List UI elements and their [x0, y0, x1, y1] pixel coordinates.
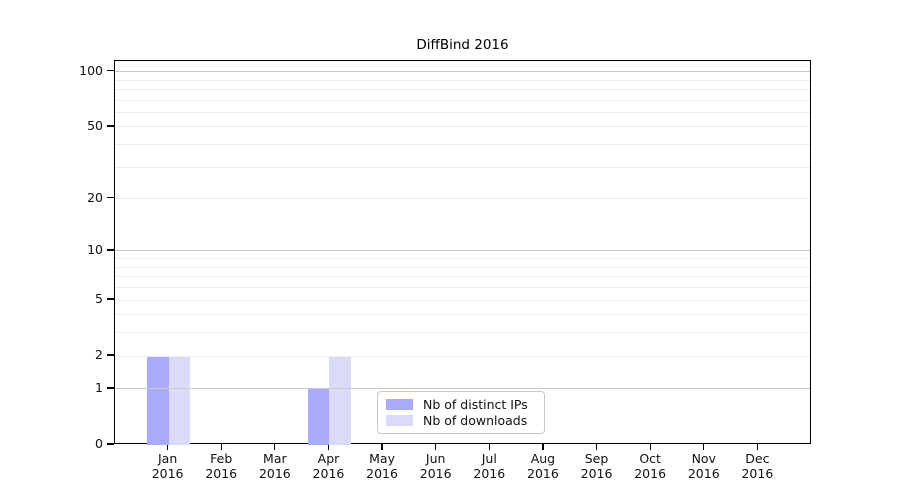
x-tick-label: Sep 2016 — [580, 451, 613, 481]
x-tick — [703, 444, 705, 450]
x-tick-label: Jun 2016 — [419, 451, 452, 481]
bar-jan-s0 — [147, 356, 169, 445]
legend-swatch-distinct-ips — [386, 399, 413, 410]
plot-area — [114, 60, 811, 445]
x-tick — [166, 444, 169, 450]
y-tick-label: 5 — [95, 291, 103, 307]
x-tick — [435, 444, 437, 450]
x-tick-label: Mar 2016 — [258, 451, 291, 481]
x-tick — [488, 444, 490, 450]
legend-swatch-downloads — [386, 415, 413, 426]
legend-label: Nb of downloads — [423, 413, 528, 428]
x-tick — [649, 444, 651, 450]
x-tick — [220, 444, 222, 450]
y-tick-label: 2 — [95, 347, 103, 363]
x-tick-label: Feb 2016 — [205, 451, 238, 481]
gridline-minor — [115, 166, 810, 168]
x-tick-label: Dec 2016 — [741, 451, 774, 481]
legend-label: Nb of distinct IPs — [423, 397, 528, 412]
y-tick — [107, 69, 114, 72]
legend: Nb of distinct IPs Nb of downloads — [377, 391, 545, 434]
gridline-minor — [115, 266, 810, 268]
legend-row: Nb of distinct IPs — [386, 397, 536, 412]
x-tick — [756, 444, 759, 450]
gridline-minor — [115, 314, 810, 316]
bar-apr-s0 — [308, 388, 330, 445]
y-tick-label: 10 — [87, 241, 103, 257]
y-tick-label: 20 — [87, 189, 103, 205]
gridline-minor — [115, 355, 810, 357]
x-tick — [327, 444, 330, 450]
y-tick-label: 0 — [95, 436, 103, 451]
y-tick-label: 50 — [87, 117, 103, 133]
x-tick-label: May 2016 — [366, 451, 398, 481]
y-tick — [107, 249, 114, 251]
x-tick-label: Apr 2016 — [312, 451, 345, 481]
gridline-minor — [115, 79, 810, 81]
grid-layer — [115, 61, 810, 443]
x-tick — [381, 444, 383, 450]
y-tick — [107, 298, 114, 300]
y-tick — [107, 197, 114, 199]
gridline-major — [115, 71, 810, 73]
x-tick-label: Jul 2016 — [473, 451, 506, 481]
x-tick-label: Oct 2016 — [634, 451, 667, 481]
gridline-major — [115, 250, 810, 252]
y-tick — [107, 354, 114, 356]
legend-row: Nb of downloads — [386, 413, 536, 428]
x-tick-label: Nov 2016 — [687, 451, 720, 481]
gridline-minor — [115, 144, 810, 146]
gridline-minor — [115, 99, 810, 101]
gridline-major — [115, 388, 810, 390]
gridline-minor — [115, 126, 810, 128]
y-tick-label: 1 — [95, 379, 103, 395]
x-tick — [595, 444, 598, 450]
chart-title: DiffBind 2016 — [416, 37, 509, 53]
x-tick-label: Jan 2016 — [151, 451, 184, 481]
gridline-minor — [115, 332, 810, 334]
x-tick-label: Aug 2016 — [527, 451, 559, 481]
gridline-minor — [115, 198, 810, 200]
bar-apr-s1 — [329, 356, 351, 445]
bars-layer — [115, 61, 810, 445]
x-tick — [274, 444, 276, 450]
bar-jan-s1 — [168, 356, 190, 445]
x-tick — [542, 444, 544, 450]
gridline-minor — [115, 258, 810, 260]
gridline-minor — [115, 299, 810, 301]
y-tick-label: 100 — [79, 62, 103, 78]
gridline-minor — [115, 287, 810, 289]
gridline-minor — [115, 276, 810, 278]
gridline-minor — [115, 88, 810, 90]
y-tick — [107, 387, 114, 389]
gridline-minor — [115, 111, 810, 113]
y-tick — [107, 125, 114, 127]
y-tick — [107, 443, 114, 445]
